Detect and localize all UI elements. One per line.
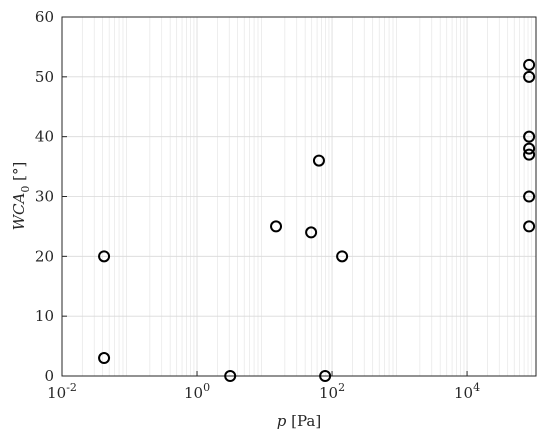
x-tick-base: 10 xyxy=(319,384,338,402)
marker xyxy=(98,250,111,263)
y-tick-label: 50 xyxy=(35,68,54,86)
marker xyxy=(523,148,536,161)
x-tick-exponent: 0 xyxy=(203,381,210,394)
x-axis-label: p [Pa] xyxy=(277,412,321,430)
marker xyxy=(523,190,536,203)
grid xyxy=(61,16,536,377)
x-label-unit: [Pa] xyxy=(291,412,321,430)
x-tick-exponent: -2 xyxy=(66,381,77,394)
x-tick-label: 104 xyxy=(454,381,480,402)
marker xyxy=(270,220,283,233)
x-tick-exponent: 4 xyxy=(473,381,480,394)
x-tick-label: 102 xyxy=(319,381,345,402)
x-tick-label: 100 xyxy=(184,381,210,402)
y-tick-label: 30 xyxy=(35,188,54,206)
x-tick-base: 10 xyxy=(47,384,66,402)
x-tick-exponent: 2 xyxy=(338,381,345,394)
y-tick-label: 60 xyxy=(35,8,54,26)
y-label-unit: [°] xyxy=(10,162,28,181)
x-label-var: p xyxy=(277,412,287,430)
marker xyxy=(224,370,237,382)
marker xyxy=(319,370,332,382)
y-tick-label: 20 xyxy=(35,247,54,265)
x-tick-base: 10 xyxy=(454,384,473,402)
marker xyxy=(312,154,325,167)
marker xyxy=(523,220,536,233)
marker xyxy=(305,226,318,239)
marker xyxy=(98,352,111,365)
y-label-var: WCA xyxy=(10,192,28,230)
x-tick-label: 10-2 xyxy=(47,381,77,402)
marker xyxy=(523,130,536,143)
y-tick-label: 10 xyxy=(35,307,54,325)
x-tick-base: 10 xyxy=(184,384,203,402)
marker xyxy=(336,250,349,263)
marker xyxy=(523,142,536,155)
y-tick-label: 40 xyxy=(35,128,54,146)
y-axis-label: WCA0 [°] xyxy=(10,162,33,231)
marker xyxy=(523,70,536,83)
marker xyxy=(523,58,536,71)
y-label-sub: 0 xyxy=(19,186,32,193)
y-tick-label: 0 xyxy=(44,367,54,385)
